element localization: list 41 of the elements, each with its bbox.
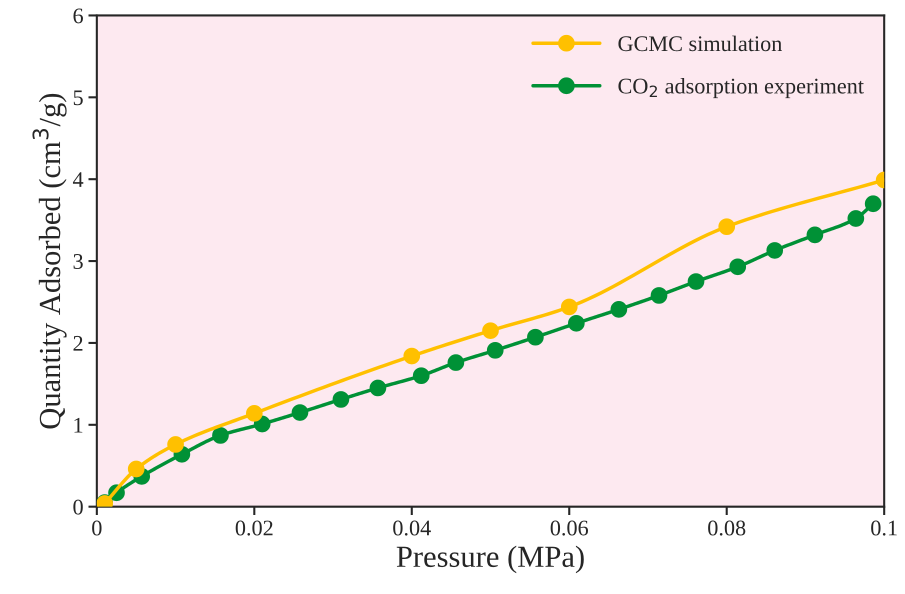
point — [212, 427, 229, 444]
point — [729, 258, 746, 276]
y-tick-label: 6 — [73, 8, 83, 24]
x-tick-label: 0.04 — [393, 520, 431, 536]
point — [688, 273, 704, 290]
point — [412, 367, 430, 384]
point — [246, 405, 263, 422]
point — [718, 218, 736, 236]
y-tick-label: 4 — [72, 172, 84, 187]
x-tick-label: 0 — [92, 520, 102, 536]
x-tick-label: 0.02 — [236, 520, 273, 536]
x-tick-label: 0.06 — [550, 520, 588, 536]
point — [128, 460, 145, 478]
y-tick-label: 1 — [74, 418, 82, 433]
point — [610, 301, 628, 318]
point — [650, 287, 668, 304]
point — [332, 391, 350, 408]
point — [527, 328, 544, 346]
point — [167, 436, 184, 453]
y-tick-label: 5 — [74, 90, 83, 106]
x-axis-title: Pressure (MPa) — [396, 546, 584, 574]
point — [806, 226, 824, 244]
x-tick-label: 0.1 — [871, 520, 897, 536]
point — [560, 298, 578, 316]
point — [766, 242, 784, 259]
y-tick-label: 2 — [74, 336, 82, 351]
point — [370, 380, 386, 396]
point — [482, 322, 499, 339]
point — [448, 354, 464, 371]
point — [864, 195, 882, 212]
legend-label: GCMC simulation — [618, 36, 782, 52]
y-tick-label: 0 — [73, 500, 83, 515]
point — [486, 342, 504, 359]
y-tick-label: 3 — [74, 254, 83, 269]
point — [568, 314, 585, 332]
x-tick-label: 0.08 — [708, 520, 746, 536]
point — [848, 210, 864, 227]
y-axis-title: Quantity Adsorbed (cm$^{3}$/g) — [32, 94, 67, 428]
point — [292, 404, 308, 421]
point — [403, 348, 420, 364]
legend-label: CO$_{2}$ adsorption experiment — [618, 78, 864, 98]
